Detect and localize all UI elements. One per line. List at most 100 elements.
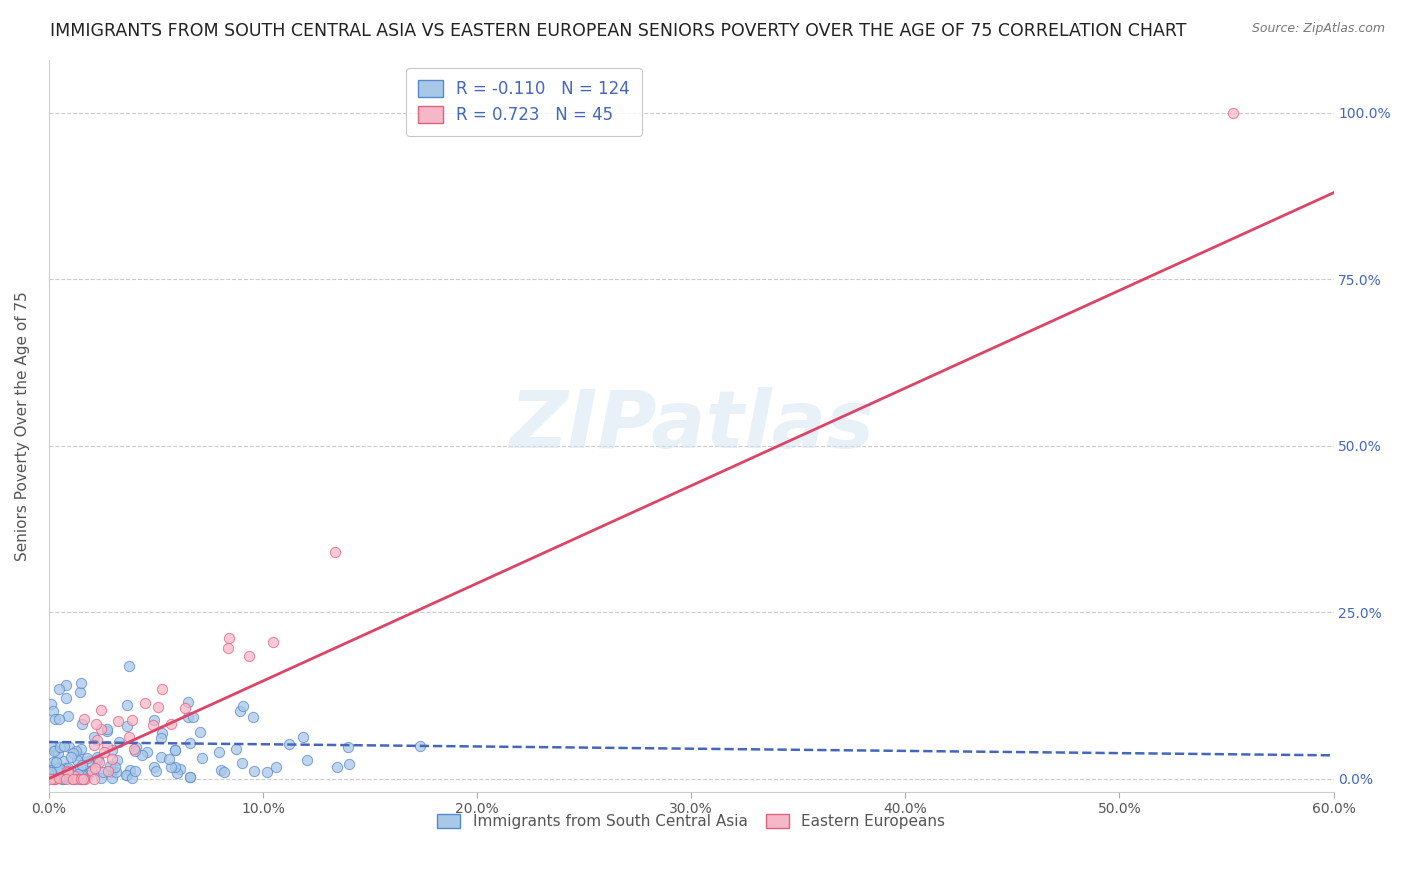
- Point: [72, 770, 94, 784]
- Point: [41, 704, 63, 718]
- Point: [67, 747, 90, 762]
- Point: [89, 755, 111, 769]
- Point: [55, 761, 77, 775]
- Point: [76, 768, 98, 782]
- Point: [77, 765, 100, 780]
- Point: [101, 743, 124, 757]
- Point: [292, 730, 315, 744]
- Point: [73, 772, 96, 786]
- Text: ZIPatlas: ZIPatlas: [509, 387, 873, 465]
- Point: [66, 752, 89, 766]
- Point: [243, 764, 266, 778]
- Point: [44, 771, 66, 785]
- Point: [1222, 106, 1244, 120]
- Point: [101, 764, 124, 779]
- Point: [69, 760, 91, 774]
- Point: [41, 764, 63, 779]
- Point: [124, 740, 146, 755]
- Point: [232, 699, 254, 714]
- Point: [48, 739, 70, 754]
- Point: [52, 739, 75, 753]
- Point: [72, 716, 94, 731]
- Point: [188, 725, 211, 739]
- Point: [39, 772, 62, 786]
- Point: [70, 772, 93, 786]
- Point: [84, 716, 107, 731]
- Point: [124, 764, 146, 778]
- Point: [48, 712, 70, 726]
- Point: [72, 772, 94, 786]
- Point: [69, 685, 91, 699]
- Point: [179, 736, 201, 750]
- Point: [105, 753, 128, 767]
- Point: [52, 754, 75, 768]
- Point: [124, 744, 146, 758]
- Point: [76, 754, 98, 768]
- Point: [86, 754, 108, 768]
- Point: [63, 769, 86, 783]
- Point: [145, 764, 167, 778]
- Point: [66, 772, 89, 786]
- Point: [56, 770, 79, 784]
- Point: [326, 760, 349, 774]
- Point: [80, 764, 103, 778]
- Point: [41, 763, 63, 777]
- Point: [69, 772, 91, 786]
- Text: IMMIGRANTS FROM SOUTH CENTRAL ASIA VS EASTERN EUROPEAN SENIORS POVERTY OVER THE : IMMIGRANTS FROM SOUTH CENTRAL ASIA VS EA…: [51, 22, 1187, 40]
- Point: [118, 730, 141, 744]
- Point: [83, 738, 105, 752]
- Point: [218, 631, 240, 645]
- Point: [142, 713, 165, 727]
- Point: [176, 710, 198, 724]
- Point: [131, 747, 153, 762]
- Point: [42, 772, 65, 786]
- Point: [208, 745, 231, 759]
- Point: [104, 759, 127, 773]
- Point: [83, 772, 105, 786]
- Point: [39, 771, 62, 785]
- Point: [42, 755, 65, 769]
- Point: [51, 772, 73, 786]
- Point: [118, 763, 141, 777]
- Point: [108, 735, 131, 749]
- Point: [56, 709, 79, 723]
- Point: [42, 758, 65, 772]
- Point: [83, 730, 105, 744]
- Point: [62, 772, 84, 786]
- Point: [73, 712, 96, 726]
- Point: [63, 772, 86, 786]
- Point: [39, 697, 62, 711]
- Point: [149, 749, 172, 764]
- Point: [96, 724, 118, 739]
- Point: [44, 772, 66, 786]
- Point: [45, 755, 67, 769]
- Point: [52, 772, 75, 786]
- Point: [190, 751, 212, 765]
- Point: [149, 731, 172, 745]
- Point: [48, 682, 70, 697]
- Point: [39, 739, 62, 753]
- Point: [166, 765, 188, 780]
- Point: [80, 764, 103, 779]
- Point: [69, 742, 91, 756]
- Point: [72, 768, 94, 782]
- Point: [336, 739, 359, 754]
- Point: [96, 722, 118, 736]
- Point: [209, 763, 232, 777]
- Point: [67, 767, 90, 781]
- Point: [46, 747, 69, 761]
- Point: [100, 772, 122, 786]
- Y-axis label: Seniors Poverty Over the Age of 75: Seniors Poverty Over the Age of 75: [15, 291, 30, 561]
- Point: [225, 741, 247, 756]
- Point: [55, 772, 77, 786]
- Point: [150, 682, 173, 697]
- Point: [90, 722, 112, 736]
- Point: [142, 718, 165, 732]
- Point: [86, 732, 108, 747]
- Point: [295, 754, 318, 768]
- Point: [169, 762, 191, 776]
- Point: [114, 767, 136, 781]
- Point: [214, 764, 236, 779]
- Point: [160, 760, 183, 774]
- Point: [44, 744, 66, 758]
